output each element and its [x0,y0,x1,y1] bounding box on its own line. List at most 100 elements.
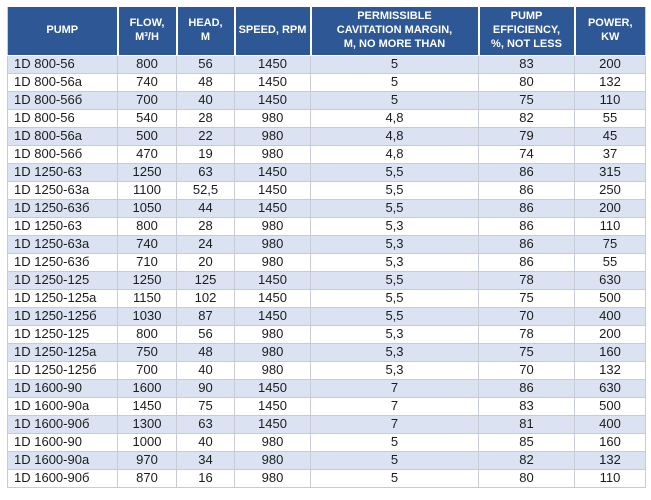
cavitation-margin-cell: 7 [310,415,479,434]
speed-cell: 1450 [234,289,311,308]
power-cell: 200 [574,55,646,74]
cavitation-margin-cell: 4,8 [310,127,479,146]
cavitation-margin-cell: 4,8 [310,145,479,164]
head-cell: 102 [176,289,235,308]
head-cell: 40 [176,433,235,452]
efficiency-cell: 78 [478,325,575,344]
efficiency-cell: 80 [478,469,575,488]
pump-name-cell: 1D 1250-63б [7,199,118,218]
cavitation-margin-cell: 5,5 [310,163,479,182]
power-cell: 110 [574,469,646,488]
efficiency-cell: 86 [478,379,575,398]
efficiency-cell: 80 [478,73,575,92]
table-row: 1D 1250-125б 700 40 980 5,3 70 132 [7,361,646,380]
table-body: 1D 800-56 800 56 1450 5 83 200 1D 800-56a 740 48 1… [7,55,646,488]
table-row: 1D 1250-63a 1100 52,5 1450 5,5 86 250 [7,181,646,200]
speed-cell: 980 [234,451,311,470]
flow-cell: 1100 [117,181,177,200]
cavitation-margin-cell: 5 [310,469,479,488]
speed-cell: 980 [234,127,311,146]
power-cell: 110 [574,91,646,110]
pump-name-cell: 1D 1250-125 [7,325,118,344]
header-row: PUMP FLOW, M³/H HEAD, M SPEED, RPM PERMI… [7,7,646,56]
column-header-speed: SPEED, RPM [233,7,311,56]
flow-cell: 1030 [117,307,177,326]
power-cell: 132 [574,361,646,380]
power-cell: 37 [574,145,646,164]
table-row: 1D 1250-63б 1050 44 1450 5,5 86 200 [7,199,646,218]
table-row: 1D 1250-125 1250 125 1450 5,5 78 630 [7,271,646,290]
table-row: 1D 1600-90a 970 34 980 5 82 132 [7,451,646,470]
speed-cell: 980 [234,145,311,164]
power-cell: 250 [574,181,646,200]
pump-name-cell: 1D 1600-90б [7,415,118,434]
flow-cell: 800 [117,55,177,74]
flow-cell: 800 [117,325,177,344]
speed-cell: 980 [234,361,311,380]
speed-cell: 1450 [234,271,311,290]
cavitation-margin-cell: 5,3 [310,235,479,254]
column-header-pump: PUMP [7,7,118,56]
power-cell: 55 [574,253,646,272]
speed-cell: 980 [234,343,311,362]
cavitation-margin-cell: 5,3 [310,325,479,344]
table-row: 1D 1250-63б 710 20 980 5,3 86 55 [7,253,646,272]
cavitation-margin-cell: 5,5 [310,289,479,308]
table-row: 1D 800-56 800 56 1450 5 83 200 [7,55,646,74]
head-cell: 56 [176,55,235,74]
table-row: 1D 1250-63a 740 24 980 5,3 86 75 [7,235,646,254]
table-row: 1D 800-56a 500 22 980 4,8 79 45 [7,127,646,146]
flow-cell: 1600 [117,379,177,398]
efficiency-cell: 75 [478,343,575,362]
power-cell: 630 [574,271,646,290]
speed-cell: 1450 [234,379,311,398]
flow-cell: 1250 [117,271,177,290]
speed-cell: 980 [234,253,311,272]
head-cell: 40 [176,91,235,110]
speed-cell: 1450 [234,199,311,218]
head-cell: 19 [176,145,235,164]
flow-cell: 1000 [117,433,177,452]
head-cell: 40 [176,361,235,380]
head-cell: 34 [176,451,235,470]
head-cell: 28 [176,109,235,128]
flow-cell: 750 [117,343,177,362]
head-cell: 24 [176,235,235,254]
cavitation-margin-cell: 5,3 [310,361,479,380]
pump-name-cell: 1D 1250-125б [7,307,118,326]
pump-name-cell: 1D 1250-63б [7,253,118,272]
flow-cell: 1050 [117,199,177,218]
flow-cell: 710 [117,253,177,272]
speed-cell: 980 [234,325,311,344]
efficiency-cell: 79 [478,127,575,146]
speed-cell: 1450 [234,181,311,200]
power-cell: 200 [574,199,646,218]
speed-cell: 1450 [234,55,311,74]
head-cell: 48 [176,73,235,92]
table-row: 1D 800-56 540 28 980 4,8 82 55 [7,109,646,128]
cavitation-margin-cell: 5,5 [310,271,479,290]
speed-cell: 980 [234,217,311,236]
efficiency-cell: 86 [478,199,575,218]
cavitation-margin-cell: 5 [310,451,479,470]
cavitation-margin-cell: 5 [310,433,479,452]
power-cell: 400 [574,307,646,326]
pump-name-cell: 1D 1250-125a [7,343,118,362]
head-cell: 28 [176,217,235,236]
flow-cell: 970 [117,451,177,470]
table-row: 1D 1600-90 1600 90 1450 7 86 630 [7,379,646,398]
column-header-cavitation-margin: PERMISSIBLE CAVITATION MARGIN, M, NO MOR… [309,7,479,56]
efficiency-cell: 86 [478,217,575,236]
efficiency-cell: 81 [478,415,575,434]
table-header: PUMP FLOW, M³/H HEAD, M SPEED, RPM PERMI… [7,7,646,56]
power-cell: 200 [574,325,646,344]
flow-cell: 500 [117,127,177,146]
table-row: 1D 1250-63 1250 63 1450 5,5 86 315 [7,163,646,182]
cavitation-margin-cell: 5,5 [310,199,479,218]
speed-cell: 1450 [234,73,311,92]
table-row: 1D 800-56a 740 48 1450 5 80 132 [7,73,646,92]
speed-cell: 1450 [234,307,311,326]
cavitation-margin-cell: 5 [310,91,479,110]
head-cell: 52,5 [176,181,235,200]
pump-name-cell: 1D 1250-125 [7,271,118,290]
